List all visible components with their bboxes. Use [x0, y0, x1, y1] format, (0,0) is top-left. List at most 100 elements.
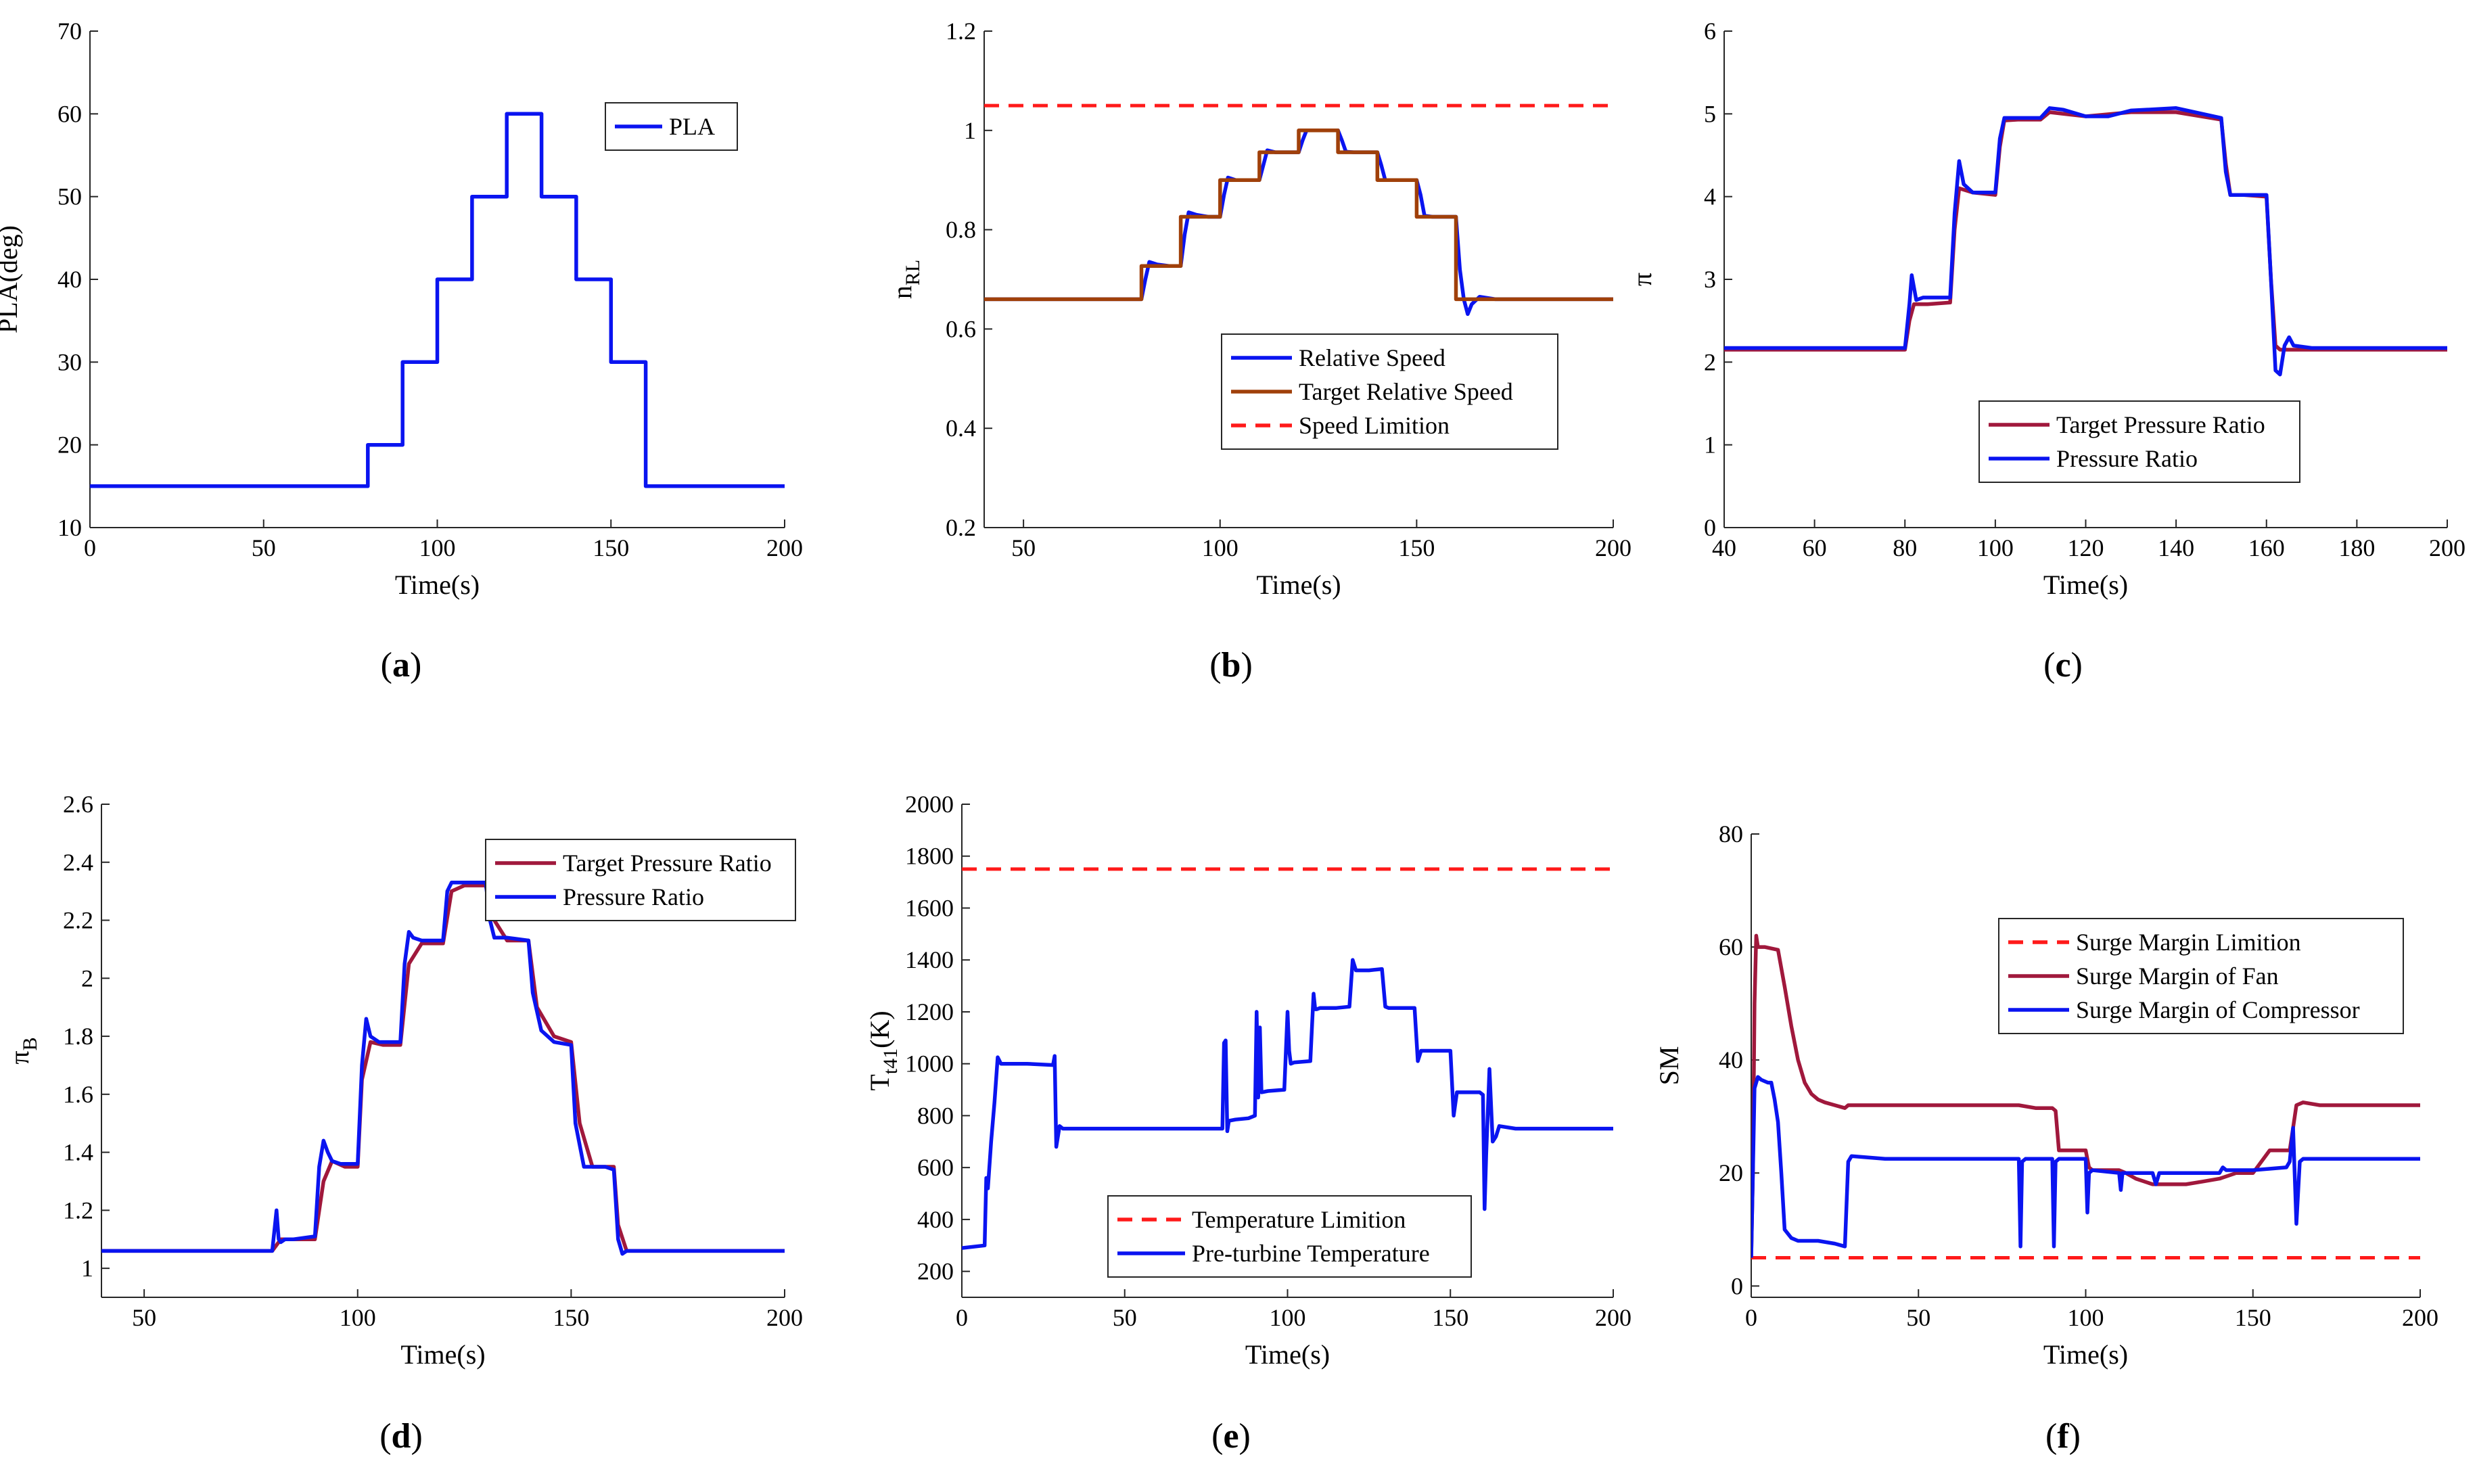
y-tick-label: 2 [81, 965, 93, 992]
caption-paren-open: ( [2045, 1417, 2057, 1456]
legend: Temperature Limition Pre-turbine Temperat… [1107, 1195, 1472, 1278]
plot-area [90, 112, 785, 488]
caption-paren-close: ) [2071, 646, 2083, 685]
legend-label: PLA [669, 113, 715, 140]
y-axis-title: Tt41(K) [864, 1011, 902, 1090]
panel-caption: (e) [1211, 1417, 1251, 1456]
plot-area [962, 867, 1613, 1250]
y-tick-label: 1600 [905, 894, 954, 921]
x-axis-title: Time(s) [2043, 1339, 2128, 1370]
legend-label: Speed Limition [1299, 412, 1450, 439]
legend-label: Pressure Ratio [2056, 445, 2198, 472]
y-tick-label: 1 [964, 117, 976, 144]
legend-label: Target Pressure Ratio [563, 850, 772, 877]
panel-caption: (f) [2045, 1417, 2081, 1456]
y-axis-title-main: T [864, 1074, 895, 1090]
legend-label: Surge Margin of Compressor [2076, 996, 2360, 1023]
y-tick-label: 2 [1704, 348, 1716, 375]
caption-letter: a [392, 646, 410, 685]
x-tick-label: 120 [2068, 534, 2104, 561]
panel-c: 40 60 80 100 120 140 160 180 200 0 1 2 3 4 5 6 Time(s) π T… [1627, 18, 2466, 685]
y-tick-label: 1.6 [63, 1081, 93, 1108]
caption-paren-close: ) [411, 1417, 422, 1456]
y-axis-title-main: π [4, 1050, 34, 1064]
legend-label: Relative Speed [1299, 344, 1445, 371]
legend: Target Pressure Ratio Pressure Ratio [485, 839, 796, 921]
y-axis-title: SM [1654, 1046, 1684, 1086]
x-axis-title: Time(s) [1245, 1339, 1330, 1370]
y-tick-label: 3 [1704, 266, 1716, 293]
caption-paren-open: ( [379, 1417, 391, 1456]
y-tick-label: 2.6 [63, 791, 93, 818]
x-tick-label: 150 [1432, 1304, 1468, 1331]
x-tick-label: 200 [1595, 1304, 1631, 1331]
plot-area [1724, 106, 2447, 377]
x-tick-label: 50 [252, 534, 276, 561]
y-tick-label: 5 [1704, 100, 1716, 127]
panel-a: 0 50 100 150 200 10 20 30 40 50 60 70 Time(s) PLA(deg… [0, 18, 803, 685]
y-tick-label: 0.2 [946, 514, 976, 541]
y-tick-label: 40 [1719, 1046, 1743, 1073]
panel-b: 50 100 150 200 0.2 0.4 0.6 0.8 1 1.2 Time(s) nRL Rel… [887, 18, 1631, 685]
x-axis-title: Time(s) [1256, 570, 1341, 600]
y-tick-label: 60 [1719, 933, 1743, 960]
y-axis-title-subscript: B [19, 1037, 41, 1050]
x-tick-label: 50 [132, 1304, 156, 1331]
y-tick-label: 1.4 [63, 1139, 93, 1166]
caption-paren-close: ) [2069, 1417, 2081, 1456]
y-tick-label: 0 [1731, 1272, 1743, 1299]
y-axis-title-subscript: t41 [879, 1048, 902, 1074]
y-tick-label: 1.2 [946, 18, 976, 45]
y-tick-label: 2000 [905, 791, 954, 818]
caption-letter: b [1222, 646, 1241, 685]
series-line-relative-speed [984, 129, 1613, 317]
x-tick-label: 200 [766, 534, 803, 561]
legend: Target Pressure Ratio Pressure Ratio [1978, 400, 2300, 483]
caption-letter: f [2057, 1417, 2069, 1456]
x-tick-label: 140 [2158, 534, 2194, 561]
y-tick-label: 0 [1704, 514, 1716, 541]
caption-paren-open: ( [381, 646, 392, 685]
legend-label: Surge Margin Limition [2076, 929, 2301, 956]
x-tick-label: 200 [766, 1304, 803, 1331]
x-tick-label: 50 [1113, 1304, 1137, 1331]
x-tick-label: 100 [1202, 534, 1238, 561]
x-axis-title: Time(s) [395, 570, 480, 600]
x-tick-label: 100 [340, 1304, 376, 1331]
series-line-target-pressure-ratio [101, 883, 785, 1253]
y-tick-label: 30 [57, 348, 82, 375]
y-axis-title: πB [4, 1037, 41, 1064]
y-tick-label: 4 [1704, 183, 1716, 210]
x-tick-label: 50 [1906, 1304, 1930, 1331]
series-line-pressure-ratio [1724, 106, 2447, 377]
caption-paren-close: ) [1241, 646, 1252, 685]
y-axis-title-main: π [1627, 273, 1657, 286]
panel-caption: (a) [381, 646, 422, 685]
series-line-target-pressure-ratio [1724, 110, 2447, 352]
series-line-surge-margin-of-compressor [1751, 1075, 2420, 1258]
panel-caption: (c) [2043, 646, 2083, 685]
y-tick-label: 1200 [905, 998, 954, 1025]
y-axis-title: PLA(deg) [0, 225, 23, 333]
series-line-surge-margin-of-fan [1751, 933, 2420, 1258]
legend-label: Temperature Limition [1192, 1206, 1406, 1233]
y-tick-label: 70 [57, 18, 82, 45]
y-axis-title-main: n [887, 285, 917, 299]
y-tick-label: 0.6 [946, 315, 976, 342]
y-axis-title: π [1627, 273, 1657, 286]
y-tick-label: 600 [917, 1154, 954, 1181]
legend-label: Target Relative Speed [1299, 378, 1513, 405]
y-tick-label: 6 [1704, 18, 1716, 45]
y-tick-label: 20 [57, 432, 82, 459]
y-tick-label: 1.8 [63, 1023, 93, 1050]
legend-label: Target Pressure Ratio [2056, 411, 2265, 438]
y-tick-label: 2.4 [63, 849, 93, 876]
caption-letter: d [392, 1417, 411, 1456]
y-tick-label: 0.8 [946, 216, 976, 244]
series-line-target-relative-speed [984, 129, 1613, 302]
x-tick-label: 100 [2068, 1304, 2104, 1331]
x-tick-label: 200 [1595, 534, 1631, 561]
legend-label: Pre-turbine Temperature [1192, 1240, 1430, 1267]
y-tick-label: 1000 [905, 1050, 954, 1077]
panel-d: 50 100 150 200 1 1.2 1.4 1.6 1.8 2 2.2 2.4 2.6 Time(s… [4, 791, 803, 1456]
